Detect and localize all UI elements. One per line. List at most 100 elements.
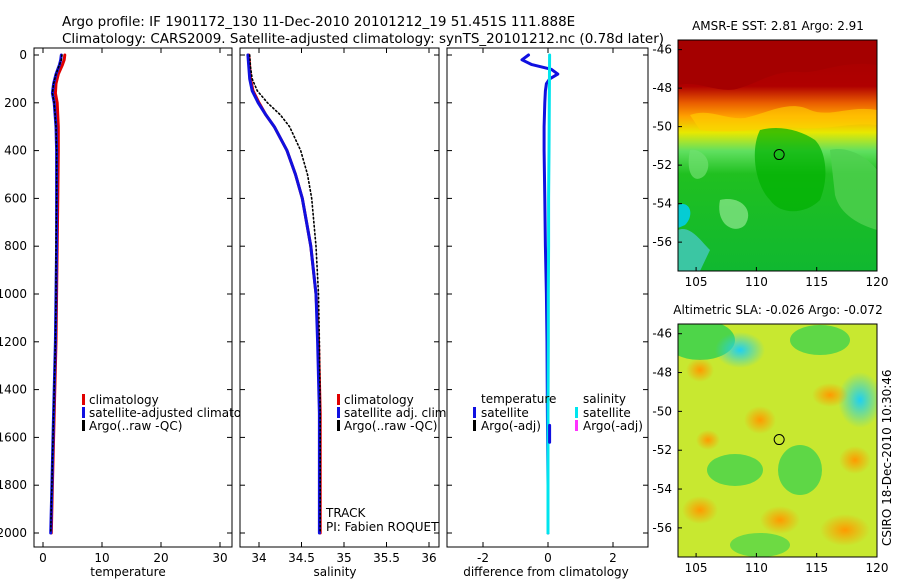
lat-tick-label: -50 (652, 404, 672, 418)
x-tick-label: 34.5 (288, 551, 315, 565)
legend-label-climatology: climatology (89, 393, 159, 407)
pi-annotation: PI: Fabien ROQUET (326, 520, 439, 534)
legend-header-temperature: temperature (481, 392, 556, 406)
x-tick-label: 2 (609, 551, 617, 565)
depth-tick-label: 1000 (0, 287, 27, 301)
x-tick-label: 20 (153, 551, 168, 565)
lat-tick-label: -54 (652, 197, 672, 211)
x-tick-label: 36 (421, 551, 436, 565)
lat-tick-label: -52 (652, 443, 672, 457)
legend-label-satellite: satellite adj. clim. (344, 406, 450, 420)
depth-tick-label: 600 (4, 191, 27, 205)
legend-label-argo: Argo(..raw -QC) (344, 419, 437, 433)
legend-label-climatology: climatology (344, 393, 414, 407)
legend-swatch-climatology (337, 394, 340, 405)
legend-swatch-climatology (82, 394, 85, 405)
x-tick-label: 35 (336, 551, 351, 565)
legend-swatch-temp-satellite (473, 407, 476, 418)
depth-tick-label: 2000 (0, 526, 27, 540)
figure-title-line2: Climatology: CARS2009. Satellite-adjuste… (62, 31, 664, 47)
depth-tick-label: 0 (19, 48, 27, 62)
lat-tick-label: -56 (652, 521, 672, 535)
side-timestamp-label: CSIRO 18-Dec-2010 10:30:46 (880, 369, 894, 546)
legend-swatch-temp-argo (473, 420, 476, 431)
temperature-ticks: 0 10 20 30 (34, 48, 232, 565)
salinity-axes-frame (239, 47, 440, 548)
depth-axis-labels: 0 200 400 600 800 1000 1200 1400 1600 1800 2000 (0, 48, 27, 540)
legend-swatch-sal-argo (575, 420, 578, 431)
difference-xlabel: difference from climatology (463, 565, 629, 579)
legend-header-salinity: salinity (583, 392, 626, 406)
x-tick-label: -2 (477, 551, 489, 565)
lon-tick-label: 115 (805, 561, 828, 575)
lon-tick-label: 120 (866, 561, 889, 575)
lat-tick-label: -52 (652, 158, 672, 172)
x-tick-label: 30 (212, 551, 227, 565)
salinity-panel: 34 34.5 35 35.5 36 salinity climatology sate… (239, 47, 450, 579)
figure-title-line1: Argo profile: IF 1901172_130 11-Dec-2010… (62, 14, 575, 30)
depth-tick-label: 1800 (0, 478, 27, 492)
x-tick-label: 34 (251, 551, 266, 565)
lon-tick-label: 110 (745, 275, 768, 289)
altimetric-sla-frame (677, 323, 878, 558)
argo-position-marker (773, 149, 785, 161)
series-line-argo-raw-qc- (248, 54, 322, 534)
legend-swatch-satellite (337, 407, 340, 418)
salinity-legend: climatology satellite adj. clim. Argo(..… (337, 393, 450, 433)
x-tick-label: 0 (544, 551, 552, 565)
legend-label-temp-satellite: satellite (481, 406, 529, 420)
legend-label-argo: Argo(..raw -QC) (89, 419, 182, 433)
lat-tick-label: -48 (652, 366, 672, 380)
amsr-sst-frame (677, 39, 878, 272)
temperature-panel: 0 10 20 30 temperature climatology satellit… (33, 47, 267, 579)
temperature-legend: climatology satellite-adjusted climatolo… (82, 393, 267, 433)
difference-legend: temperature satellite Argo(-adj) salinit… (473, 392, 643, 433)
amsr-sst-ticks: 105 110 115 120 -46 -48 -50 -52 -54 -56 (652, 43, 888, 289)
amsr-sst-title: AMSR-E SST: 2.81 Argo: 2.91 (692, 19, 864, 33)
amsr-sst-map: AMSR-E SST: 2.81 Argo: 2.91 105 110 115 120… (652, 19, 888, 289)
legend-swatch-sal-satellite (575, 407, 578, 418)
legend-swatch-satellite (82, 407, 85, 418)
difference-panel: -2 0 2 difference from climatology tempera… (446, 47, 649, 579)
series-line-salinity-satellite (546, 53, 552, 535)
legend-swatch-argo (337, 420, 340, 431)
lon-tick-label: 105 (685, 561, 708, 575)
lat-tick-label: -56 (652, 235, 672, 249)
lon-tick-label: 115 (805, 275, 828, 289)
temperature-xlabel: temperature (90, 565, 165, 579)
depth-tick-label: 200 (4, 96, 27, 110)
altimetric-sla-ticks: 105 110 115 120 -46 -48 -50 -52 -54 -56 (652, 327, 888, 575)
depth-tick-label: 1200 (0, 335, 27, 349)
lat-tick-label: -50 (652, 120, 672, 134)
altimetric-sla-title: Altimetric SLA: -0.026 Argo: -0.072 (673, 303, 882, 317)
salinity-ticks: 34 34.5 35 35.5 36 (240, 48, 439, 565)
x-tick-label: 35.5 (373, 551, 400, 565)
lat-tick-label: -48 (652, 81, 672, 95)
salinity-xlabel: salinity (313, 565, 356, 579)
track-annotation: TRACK (325, 506, 367, 520)
argo-position-marker (773, 434, 785, 446)
lon-tick-label: 120 (866, 275, 889, 289)
depth-tick-label: 800 (4, 239, 27, 253)
temperature-lines (49, 53, 67, 535)
lat-tick-label: -46 (652, 43, 672, 57)
x-tick-label: 0 (39, 551, 47, 565)
amsr-sst-field (678, 40, 877, 271)
lon-tick-label: 110 (745, 561, 768, 575)
legend-label-satellite: satellite-adjusted climatology (89, 406, 267, 420)
altimetric-sla-map: Altimetric SLA: -0.026 Argo: -0.072 105 1… (652, 303, 888, 575)
legend-label-temp-argo: Argo(-adj) (481, 419, 541, 433)
difference-ticks: -2 0 2 (447, 48, 648, 565)
x-tick-label: 10 (94, 551, 109, 565)
salinity-lines (246, 53, 322, 535)
legend-label-sal-satellite: satellite (583, 406, 631, 420)
legend-label-sal-argo: Argo(-adj) (583, 419, 643, 433)
temperature-axes-frame (33, 47, 233, 548)
depth-tick-label: 1600 (0, 430, 27, 444)
lat-tick-label: -46 (652, 327, 672, 341)
series-line-satellite-adj-clim- (246, 53, 321, 535)
altimetric-sla-field (678, 324, 877, 557)
legend-swatch-argo (82, 420, 85, 431)
depth-tick-label: 1400 (0, 383, 27, 397)
